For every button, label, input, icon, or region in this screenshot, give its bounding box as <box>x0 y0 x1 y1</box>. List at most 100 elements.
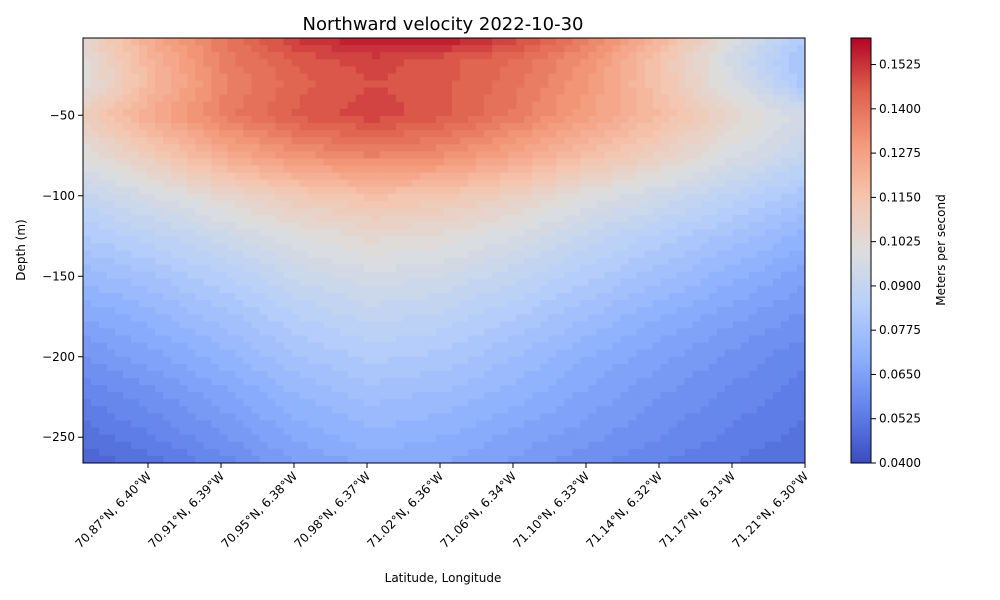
heatmap-cell <box>532 399 541 407</box>
heatmap-cell <box>772 293 782 301</box>
heatmap-cell <box>83 392 92 400</box>
heatmap-cell <box>532 108 541 117</box>
heatmap-cell <box>171 257 180 266</box>
heatmap-cell <box>307 73 317 82</box>
heatmap-cell <box>500 236 509 245</box>
heatmap-cell <box>387 108 397 117</box>
heatmap-cell <box>564 200 573 209</box>
heatmap-cell <box>652 264 662 273</box>
heatmap-cell <box>756 73 766 82</box>
heatmap-cell <box>620 420 630 429</box>
heatmap-cell <box>532 101 541 110</box>
heatmap-cell <box>764 321 774 330</box>
heatmap-cell <box>796 378 805 386</box>
heatmap-cell <box>732 52 742 60</box>
heatmap-cell <box>492 108 501 117</box>
heatmap-cell <box>724 94 734 103</box>
heatmap-cell <box>452 335 461 344</box>
heatmap-cell <box>195 87 204 96</box>
heatmap-cell <box>355 335 365 344</box>
heatmap-cell <box>403 406 413 415</box>
heatmap-cell <box>147 243 156 252</box>
heatmap-cell <box>540 385 549 393</box>
heatmap-cell <box>636 278 646 287</box>
heatmap-cell <box>83 165 92 174</box>
heatmap-cell <box>299 87 309 96</box>
heatmap-cell <box>219 328 228 337</box>
heatmap-cell <box>179 200 188 209</box>
heatmap-cell <box>243 285 253 294</box>
heatmap-cell <box>315 200 325 209</box>
heatmap-cell <box>355 222 365 230</box>
heatmap-cell <box>652 293 662 301</box>
heatmap-cell <box>732 193 742 202</box>
heatmap-cell <box>395 321 405 330</box>
heatmap-cell <box>427 52 437 60</box>
heatmap-cell <box>508 314 517 322</box>
heatmap-cell <box>652 172 662 181</box>
heatmap-cell <box>83 349 92 358</box>
heatmap-cell <box>315 208 325 216</box>
heatmap-cell <box>395 243 405 252</box>
heatmap-cell <box>187 300 196 308</box>
heatmap-cell <box>700 208 710 216</box>
heatmap-cell <box>652 59 662 67</box>
heatmap-cell <box>500 59 509 67</box>
heatmap-cell <box>596 73 606 82</box>
heatmap-cell <box>628 73 638 82</box>
heatmap-cell <box>780 130 790 138</box>
heatmap-cell <box>548 307 557 315</box>
heatmap-cell <box>668 123 678 131</box>
heatmap-cell <box>628 349 638 358</box>
heatmap-cell <box>740 406 750 415</box>
heatmap-cell <box>227 208 237 216</box>
heatmap-cell <box>756 321 766 330</box>
heatmap-cell <box>259 349 269 358</box>
heatmap-cell <box>492 80 501 89</box>
heatmap-cell <box>387 101 397 110</box>
heatmap-cell <box>219 321 228 330</box>
heatmap-cell <box>91 130 100 138</box>
heatmap-cell <box>131 144 140 152</box>
heatmap-cell <box>484 349 493 358</box>
heatmap-cell <box>131 101 140 110</box>
heatmap-cell <box>283 385 293 393</box>
heatmap-cell <box>668 257 678 266</box>
heatmap-cell <box>387 335 397 344</box>
heatmap-cell <box>411 363 421 372</box>
heatmap-cell <box>644 222 654 230</box>
heatmap-cell <box>347 151 357 160</box>
heatmap-cell <box>676 392 686 400</box>
heatmap-cell <box>163 59 172 67</box>
heatmap-cell <box>411 314 421 322</box>
heatmap-cell <box>788 73 798 82</box>
heatmap-cell <box>764 193 774 202</box>
heatmap-cell <box>419 321 429 330</box>
heatmap-cell <box>347 257 357 266</box>
heatmap-cell <box>427 413 437 422</box>
heatmap-cell <box>508 151 517 160</box>
heatmap-cell <box>403 413 413 422</box>
heatmap-cell <box>724 285 734 294</box>
heatmap-cell <box>171 101 180 110</box>
heatmap-cell <box>123 314 132 322</box>
heatmap-cell <box>219 314 228 322</box>
heatmap-cell <box>379 66 389 75</box>
heatmap-cell <box>147 59 156 67</box>
heatmap-cell <box>588 45 598 53</box>
heatmap-cell <box>291 172 301 181</box>
heatmap-cell <box>259 363 269 372</box>
heatmap-cell <box>219 378 228 386</box>
heatmap-cell <box>219 349 228 358</box>
heatmap-cell <box>660 250 670 259</box>
heatmap-cell <box>628 172 638 181</box>
heatmap-cell <box>700 179 710 188</box>
heatmap-cell <box>588 108 598 117</box>
heatmap-cell <box>83 45 92 53</box>
heatmap-cell <box>484 356 493 365</box>
heatmap-cell <box>179 264 188 273</box>
heatmap-cell <box>452 363 461 372</box>
heatmap-cell <box>716 328 726 337</box>
heatmap-cell <box>484 215 493 223</box>
heatmap-cell <box>379 406 389 415</box>
